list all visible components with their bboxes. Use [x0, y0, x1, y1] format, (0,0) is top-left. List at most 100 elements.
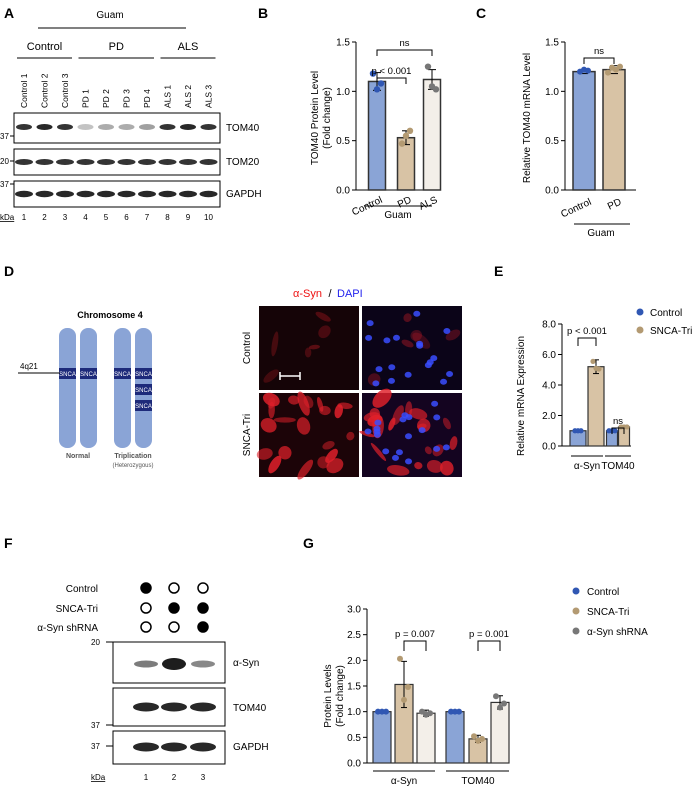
stain-asyn: α-Syn [293, 288, 322, 300]
svg-text:Control: Control [587, 587, 619, 598]
lane-label: Control 2 [40, 73, 50, 108]
svg-text:SNCA: SNCA [80, 372, 97, 378]
data-point [373, 86, 381, 93]
cond-shrna: α-Syn shRNA [37, 623, 98, 634]
bar [445, 711, 465, 764]
x-tick: α-Syn [574, 461, 600, 472]
y-tick: 0.0 [542, 442, 556, 453]
x-tick: PD [396, 195, 413, 211]
chart-b: 0.0 0.5 1.0 1.5 Control PD ALS p < 0.001 ns [336, 38, 442, 218]
significance-label: ns [613, 416, 623, 427]
lane-label: Control 3 [60, 73, 70, 108]
chromosome-normal: SNCA SNCA [59, 328, 97, 448]
y-tick: 0.5 [347, 733, 361, 744]
data-point [424, 63, 432, 70]
chart-e: 0.0 2.0 4.0 6.0 8.0 α-Syn TOM40 p < 0.001 ns [542, 320, 635, 473]
condition-dot [168, 621, 180, 633]
condition-dot [197, 602, 209, 614]
band-tom20 [138, 159, 156, 165]
band-layer-f [133, 658, 216, 752]
lane-number: 8 [165, 213, 170, 222]
ylabel-b-2: (Fold change) [322, 87, 333, 149]
data-point [501, 700, 507, 707]
band-tom20 [35, 159, 54, 165]
band-label-gapdh: GAPDH [226, 189, 262, 200]
bar [422, 78, 442, 191]
condition-dot [197, 582, 209, 594]
band-tom40-f [190, 702, 216, 712]
x-tick: TOM40 [601, 461, 635, 472]
band-layer [15, 124, 218, 198]
svg-text:SNCA: SNCA [135, 404, 152, 410]
marker-f-37: 37 [91, 721, 100, 730]
lane-number: 9 [186, 213, 191, 222]
label-normal: Normal [66, 453, 90, 460]
ylabel-e: Relative mRNA Expression [516, 336, 527, 456]
y-tick: 0.0 [336, 186, 350, 197]
chart-g: 0.0 0.5 1.0 1.5 2.0 2.5 3.0 α-Syn TOM40 p = 0.007… [347, 605, 510, 787]
marker-37b: 37 [0, 180, 9, 189]
locus-label: 4q21 [20, 362, 38, 371]
band-asyn [162, 658, 186, 670]
y-tick: 1.0 [545, 87, 559, 98]
kda-label: kDa [0, 213, 15, 222]
band-tom20 [158, 159, 177, 165]
marker-f-37b: 37 [91, 742, 100, 751]
cond-control: Control [66, 584, 98, 595]
svg-text:SNCA-Tri: SNCA-Tri [587, 607, 629, 618]
panel-label-b: B [258, 5, 268, 21]
data-point [377, 80, 385, 87]
band-gapdh [56, 190, 74, 198]
y-tick: 0.0 [545, 186, 559, 197]
lane-label: PD 3 [122, 89, 132, 108]
band-tom40 [180, 124, 196, 130]
data-point [397, 655, 403, 662]
bar [490, 701, 510, 764]
band-tom40 [16, 124, 32, 130]
band-tom40-f [133, 702, 159, 712]
stain-sep: / [328, 288, 332, 300]
row-control: Control [242, 332, 253, 364]
band-asyn [134, 660, 158, 668]
group-c: Guam [587, 228, 614, 239]
band-tom40 [36, 124, 53, 130]
band-gapdh-f [161, 742, 187, 752]
x-tick: TOM40 [461, 776, 495, 787]
lane-number: 5 [104, 213, 109, 222]
data-point [405, 684, 411, 691]
data-point [406, 127, 414, 134]
y-tick: 3.0 [347, 605, 361, 616]
condition-dot [168, 602, 180, 614]
data-point [624, 424, 630, 430]
band-tom20 [97, 159, 115, 165]
lane-number: 6 [124, 213, 129, 222]
panel-label-a: A [4, 5, 14, 21]
lane-label: PD 2 [101, 89, 111, 108]
band-label-tom40: TOM40 [226, 123, 260, 134]
marker-37: 37 [0, 132, 9, 141]
y-tick: 0.5 [545, 136, 559, 147]
data-point [578, 428, 584, 434]
band-tom40 [98, 124, 114, 130]
lane-labels: Control 1 Control 2 Control 3 PD 1 PD 2 PD 3 P… [19, 73, 214, 108]
panel-label-e: E [494, 263, 503, 279]
condition-dot [140, 602, 152, 614]
label-triplication: Triplication [114, 453, 151, 460]
lane-f-3: 3 [201, 773, 206, 782]
panel-label-g: G [303, 535, 314, 551]
bar [367, 80, 387, 191]
data-point [497, 704, 503, 711]
lane-number: 10 [204, 213, 213, 222]
lane-label: ALS 3 [204, 85, 214, 108]
data-point [493, 693, 499, 700]
band-gapdh [158, 190, 177, 198]
band-label-tom40-f: TOM40 [233, 703, 267, 714]
data-point [596, 366, 602, 372]
lane-label: PD 1 [81, 89, 91, 108]
y-tick: 2.5 [347, 630, 361, 641]
y-tick: 8.0 [542, 320, 556, 331]
panel-label-f: F [4, 535, 13, 551]
y-tick: 2.0 [542, 411, 556, 422]
bar [372, 711, 392, 764]
